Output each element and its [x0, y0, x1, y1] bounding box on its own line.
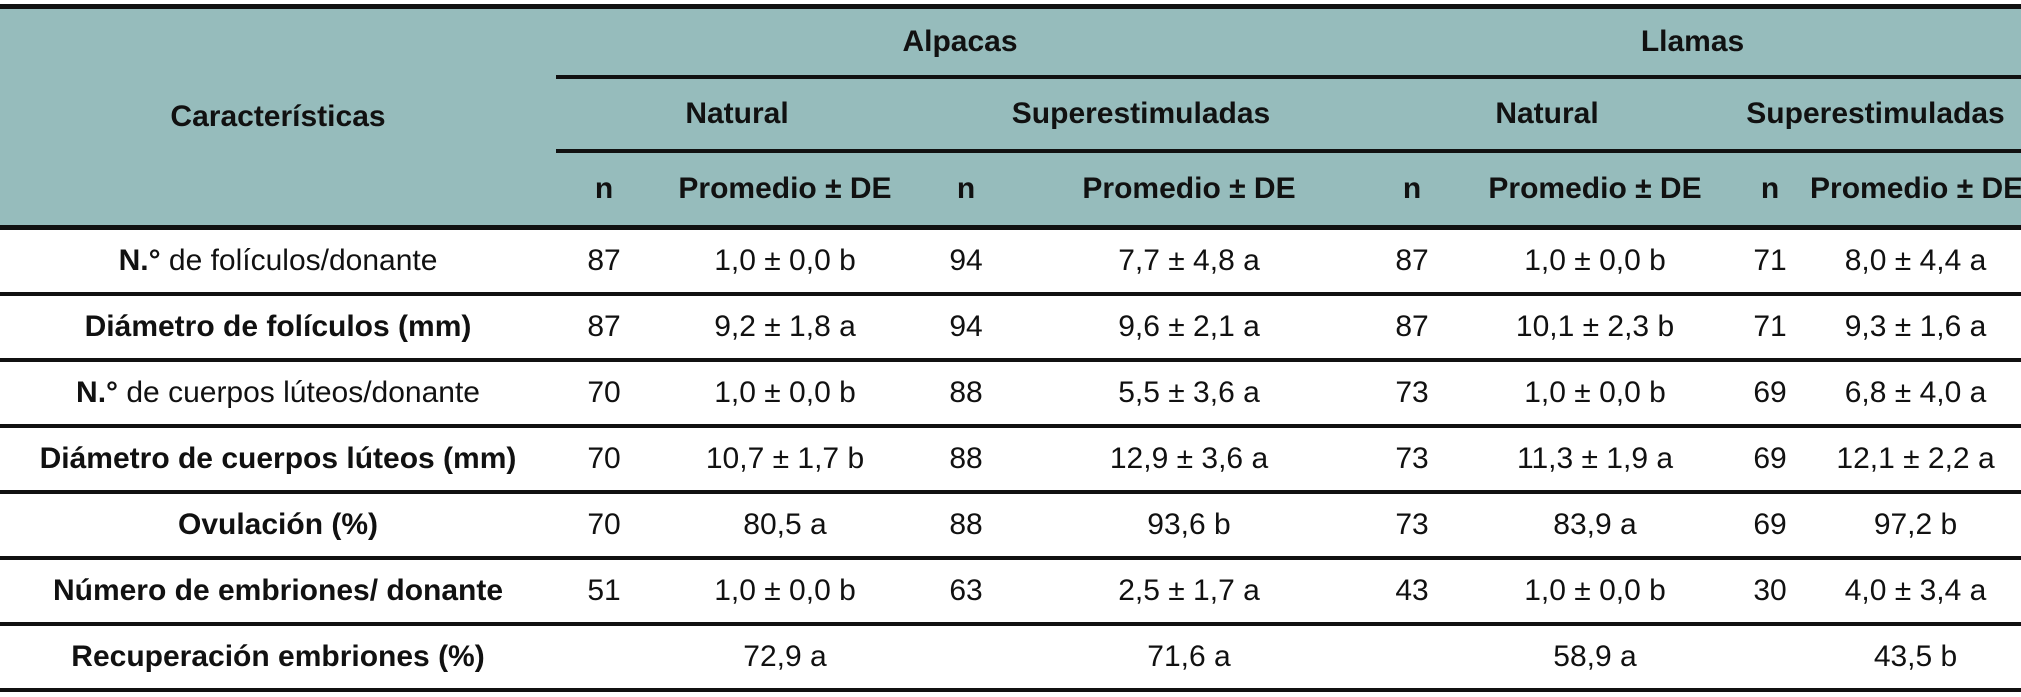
cell-n [1364, 624, 1461, 690]
header-mean: Promedio ± DE [1014, 151, 1365, 228]
cell-n: 70 [556, 492, 652, 558]
header-n: n [1364, 151, 1461, 228]
cell-n [556, 624, 652, 690]
header-n: n [1730, 151, 1811, 228]
cell-n [918, 624, 1014, 690]
row-label-main: Diámetro de cuerpos lúteos (mm) [39, 442, 517, 475]
cell-mean: 10,7 ± 1,7 b [652, 426, 918, 492]
row-label-main: Diámetro de folículos (mm) [84, 310, 472, 343]
table-row: Diámetro de cuerpos lúteos (mm) 70 10,7 ± … [0, 426, 2021, 492]
cell-mean: 9,2 ± 1,8 a [652, 294, 918, 360]
row-label-rest: de cuerpos lúteos/donante [118, 376, 480, 409]
cell-mean: 1,0 ± 0,0 b [1460, 558, 1731, 624]
header-alpacas-superestimuladas: Superestimuladas [918, 77, 1365, 153]
cell-n: 30 [1730, 558, 1811, 624]
table-row: N.° de folículos/donante 87 1,0 ± 0,0 b 94 7… [0, 227, 2021, 294]
row-label: Número de embriones/ donante [0, 558, 556, 624]
cell-n: 87 [1364, 294, 1461, 360]
cell-mean: 1,0 ± 0,0 b [652, 558, 918, 624]
row-label-main: Número de embriones/ donante [52, 574, 504, 607]
table-row: Ovulación (%) 70 80,5 a 88 93,6 b 73 83,9 a 69 9… [0, 492, 2021, 558]
cell-mean: 80,5 a [652, 492, 918, 558]
row-label-main: N.° [76, 376, 119, 409]
cell-mean: 12,9 ± 3,6 a [1014, 426, 1365, 492]
header-mean: Promedio ± DE [1810, 151, 2021, 228]
table-body: N.° de folículos/donante 87 1,0 ± 0,0 b 94 7… [0, 227, 2021, 690]
cell-n: 87 [1364, 227, 1461, 294]
row-label: Ovulación (%) [0, 492, 556, 558]
cell-mean: 5,5 ± 3,6 a [1014, 360, 1365, 426]
header-n: n [918, 151, 1014, 228]
cell-mean: 1,0 ± 0,0 b [1460, 227, 1731, 294]
cell-n: 69 [1730, 492, 1811, 558]
cell-mean: 9,3 ± 1,6 a [1810, 294, 2021, 360]
header-mean: Promedio ± DE [1460, 151, 1731, 228]
cell-mean: 11,3 ± 1,9 a [1460, 426, 1731, 492]
cell-mean: 4,0 ± 3,4 a [1810, 558, 2021, 624]
cell-n: 73 [1364, 426, 1461, 492]
cell-mean: 7,7 ± 4,8 a [1014, 227, 1365, 294]
cell-n: 88 [918, 492, 1014, 558]
cell-n: 94 [918, 227, 1014, 294]
header-llamas-natural: Natural [1364, 77, 1731, 153]
cell-mean: 71,6 a [1014, 624, 1365, 690]
row-label-main: Recuperación embriones (%) [71, 640, 485, 673]
cell-n: 88 [918, 426, 1014, 492]
cell-mean: 72,9 a [652, 624, 918, 690]
table-row: Número de embriones/ donante 51 1,0 ± 0,0 … [0, 558, 2021, 624]
cell-n: 70 [556, 426, 652, 492]
header-llamas-superestimuladas: Superestimuladas [1730, 77, 2021, 153]
cell-mean: 1,0 ± 0,0 b [652, 227, 918, 294]
cell-n: 87 [556, 294, 652, 360]
cell-n: 71 [1730, 227, 1811, 294]
row-label: Diámetro de cuerpos lúteos (mm) [0, 426, 556, 492]
table-row: N.° de cuerpos lúteos/donante 70 1,0 ± 0,0… [0, 360, 2021, 426]
cell-mean: 2,5 ± 1,7 a [1014, 558, 1365, 624]
cell-mean: 10,1 ± 2,3 b [1460, 294, 1731, 360]
row-label-main: N.° [118, 244, 161, 277]
cell-mean: 97,2 b [1810, 492, 2021, 558]
cell-mean: 83,9 a [1460, 492, 1731, 558]
cell-n: 51 [556, 558, 652, 624]
header-n: n [556, 151, 652, 228]
cell-mean: 1,0 ± 0,0 b [652, 360, 918, 426]
cell-n: 73 [1364, 360, 1461, 426]
cell-n: 71 [1730, 294, 1811, 360]
header-group-alpacas: Alpacas [556, 6, 1365, 79]
header-alpacas-natural: Natural [556, 77, 918, 153]
cell-n: 43 [1364, 558, 1461, 624]
row-label: N.° de folículos/donante [0, 227, 556, 294]
cell-n: 63 [918, 558, 1014, 624]
header-group-llamas: Llamas [1364, 6, 2021, 79]
cell-mean: 93,6 b [1014, 492, 1365, 558]
cell-n [1730, 624, 1811, 690]
header-mean: Promedio ± DE [652, 151, 918, 228]
cell-n: 69 [1730, 360, 1811, 426]
row-label-main: Ovulación (%) [177, 508, 379, 541]
header-characteristics: Características [0, 6, 556, 228]
cell-n: 88 [918, 360, 1014, 426]
cell-mean: 43,5 b [1810, 624, 2021, 690]
cell-n: 69 [1730, 426, 1811, 492]
cell-mean: 8,0 ± 4,4 a [1810, 227, 2021, 294]
cell-mean: 9,6 ± 2,1 a [1014, 294, 1365, 360]
cell-n: 94 [918, 294, 1014, 360]
cell-mean: 12,1 ± 2,2 a [1810, 426, 2021, 492]
results-table: Características Alpacas Llamas Natural S… [0, 4, 2021, 692]
row-label: Recuperación embriones (%) [0, 624, 556, 690]
cell-mean: 58,9 a [1460, 624, 1731, 690]
cell-n: 73 [1364, 492, 1461, 558]
row-label: Diámetro de folículos (mm) [0, 294, 556, 360]
cell-n: 70 [556, 360, 652, 426]
cell-mean: 1,0 ± 0,0 b [1460, 360, 1731, 426]
cell-n: 87 [556, 227, 652, 294]
cell-mean: 6,8 ± 4,0 a [1810, 360, 2021, 426]
table-row: Recuperación embriones (%) 72,9 a 71,6 a 58… [0, 624, 2021, 690]
row-label: N.° de cuerpos lúteos/donante [0, 360, 556, 426]
row-label-rest: de folículos/donante [160, 244, 438, 277]
